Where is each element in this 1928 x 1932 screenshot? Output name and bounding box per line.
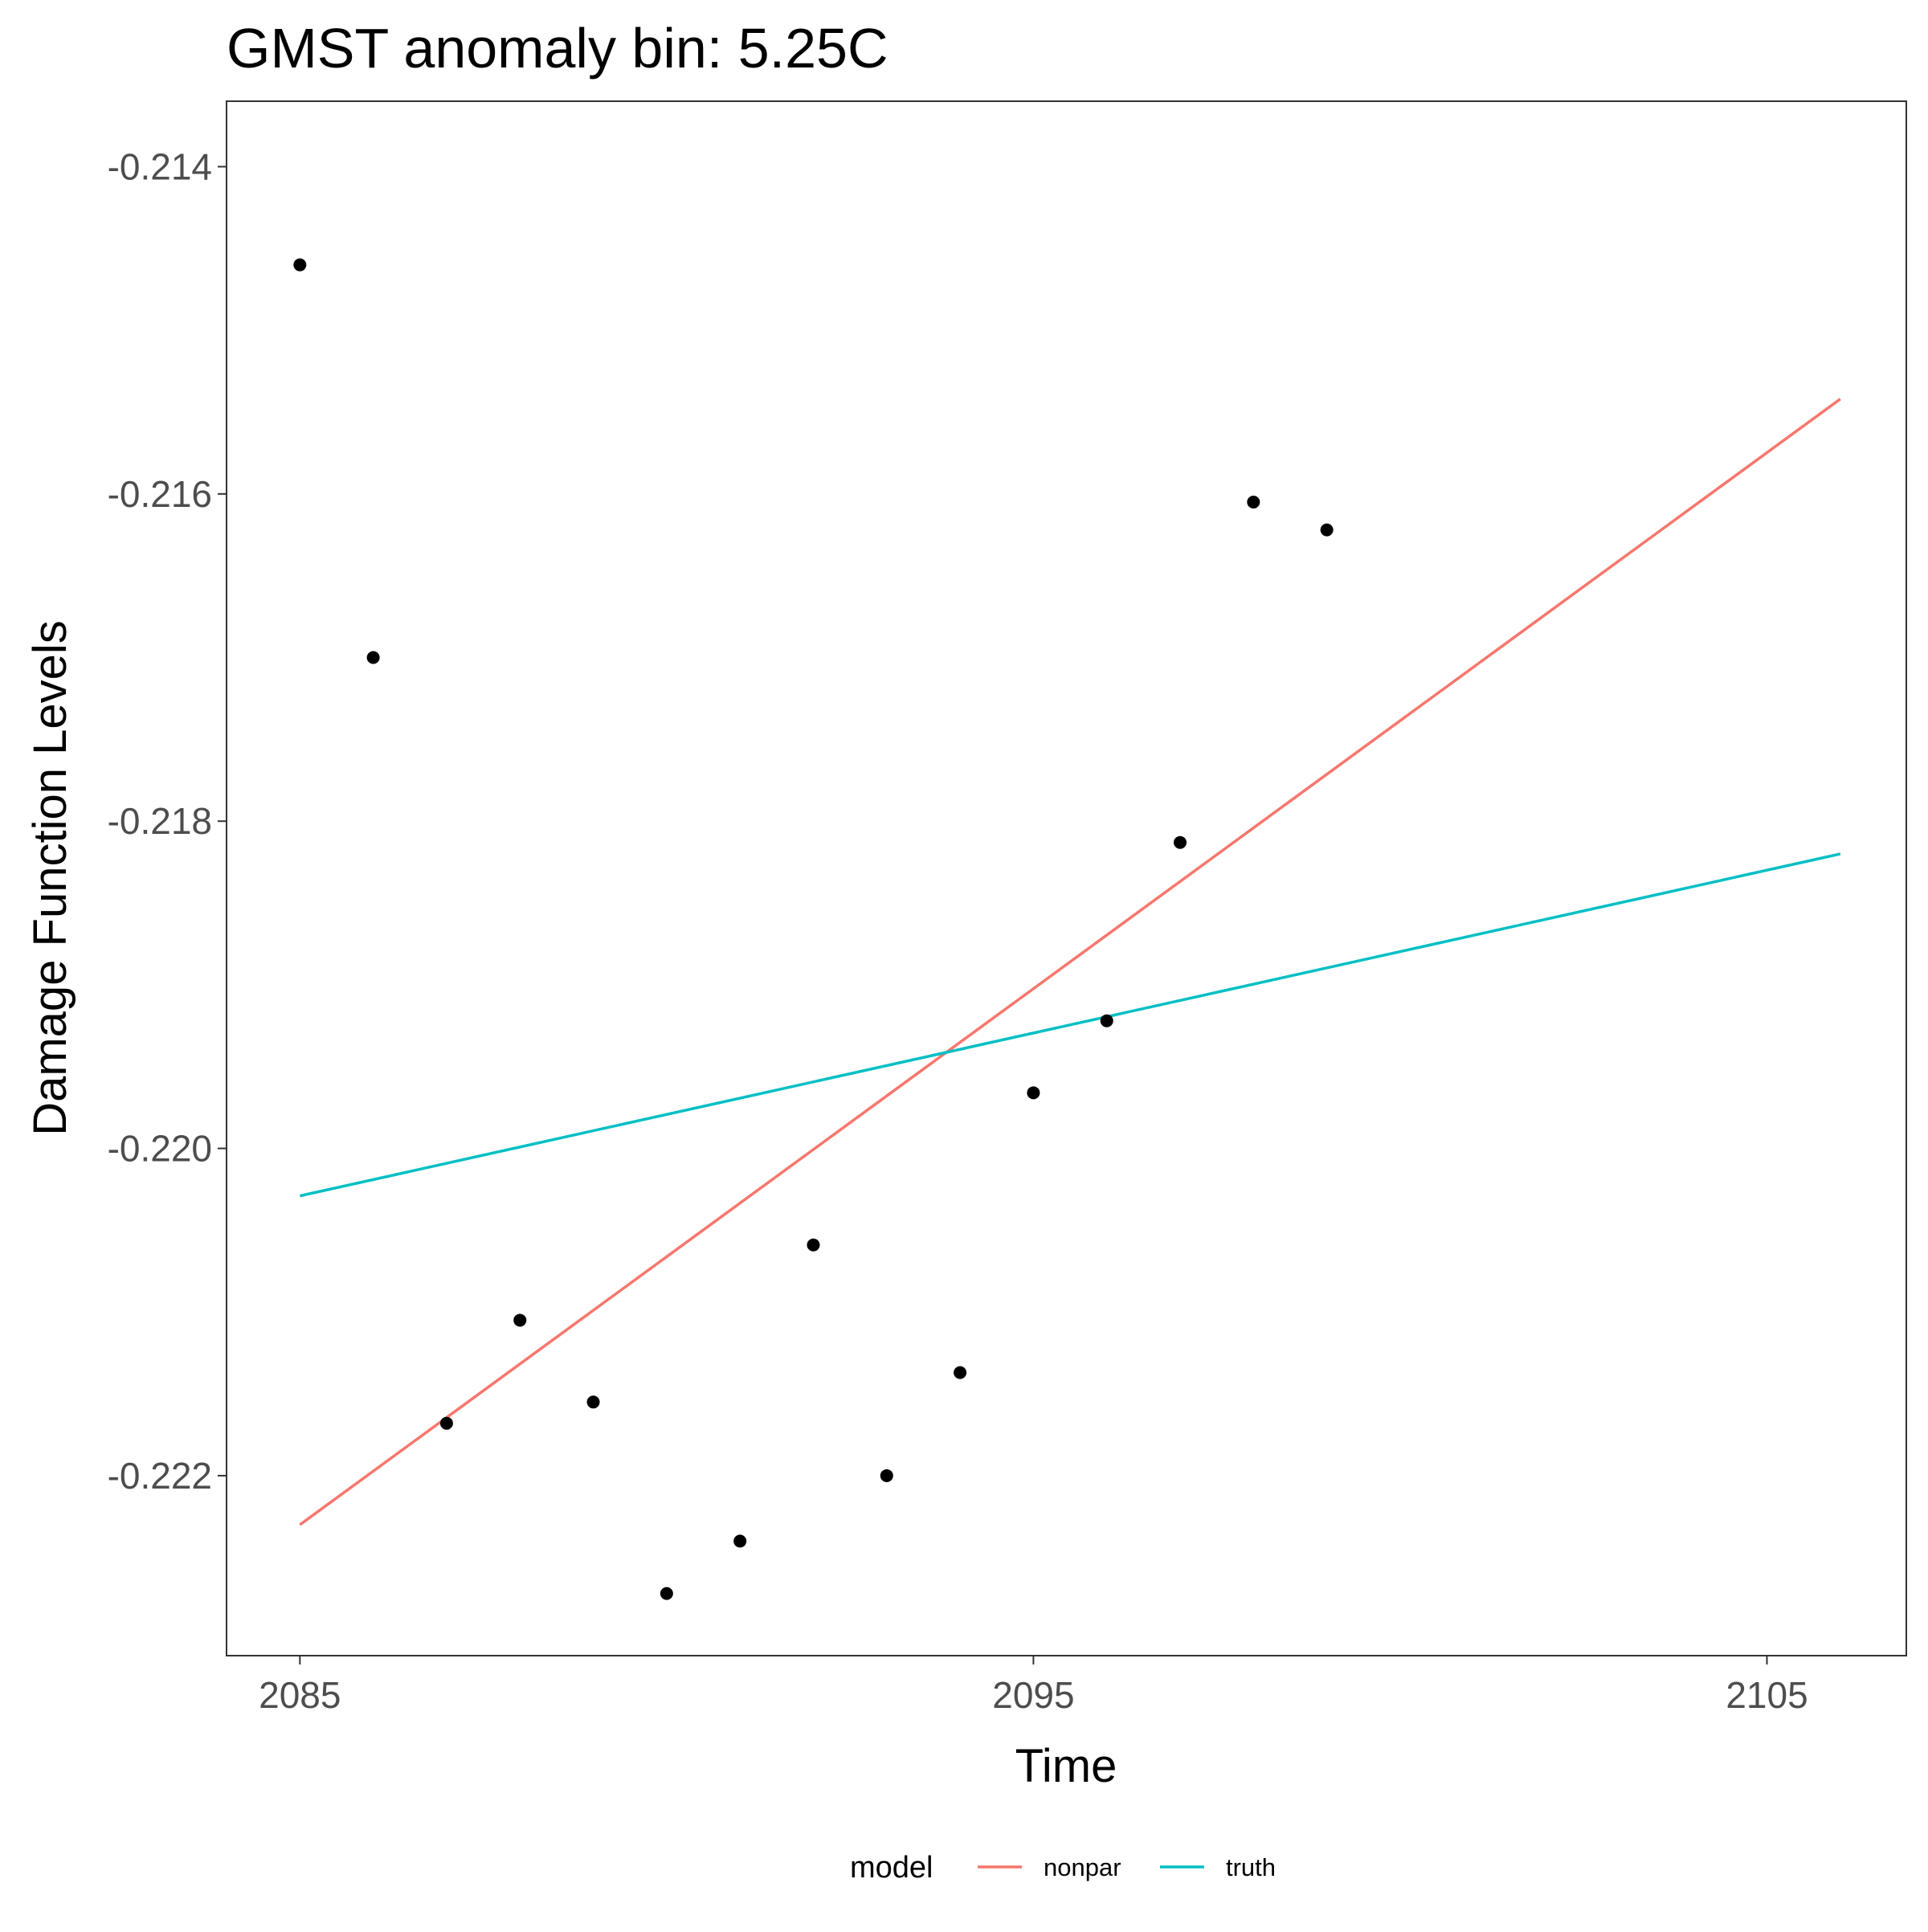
data-point [513,1313,527,1327]
data-point [586,1395,600,1409]
data-point [954,1366,967,1379]
series-line-nonpar [299,398,1841,1526]
legend: model nonpar truth [850,1851,1276,1885]
x-axis-title: Time [1015,1740,1117,1792]
data-point [660,1587,673,1600]
data-point [1247,496,1260,509]
x-axis: 2085 2095 2105 [259,1656,1808,1716]
y-tick-label: -0.222 [108,1455,212,1497]
data-point [1100,1014,1113,1027]
x-tick-label: 2105 [1726,1674,1808,1716]
legend-label-nonpar: nonpar [1044,1853,1121,1881]
series-line-truth [299,852,1841,1198]
y-tick-label: -0.216 [108,473,212,515]
data-point [733,1534,747,1548]
data-point [807,1238,820,1252]
data-points [293,258,1334,1600]
legend-label-truth: truth [1226,1853,1276,1881]
plot-panel [226,100,1907,1656]
data-point [366,651,380,664]
y-tick-label: -0.214 [108,145,212,187]
data-point [1174,835,1187,849]
y-tick-label: -0.220 [108,1128,212,1170]
x-tick-label: 2085 [259,1674,341,1716]
y-axis-title: Damage Function Levels [24,620,76,1136]
series-lines [299,398,1841,1526]
x-tick-label: 2095 [992,1674,1074,1716]
chart-title: GMST anomaly bin: 5.25C [227,17,888,80]
y-axis: -0.214 -0.216 -0.218 -0.220 -0.222 [108,145,227,1497]
y-tick-label: -0.218 [108,800,212,842]
data-point [880,1468,893,1482]
data-point [439,1416,453,1430]
data-point [1320,523,1334,537]
data-point [293,258,307,272]
legend-title: model [850,1851,933,1885]
data-point [1027,1086,1040,1100]
